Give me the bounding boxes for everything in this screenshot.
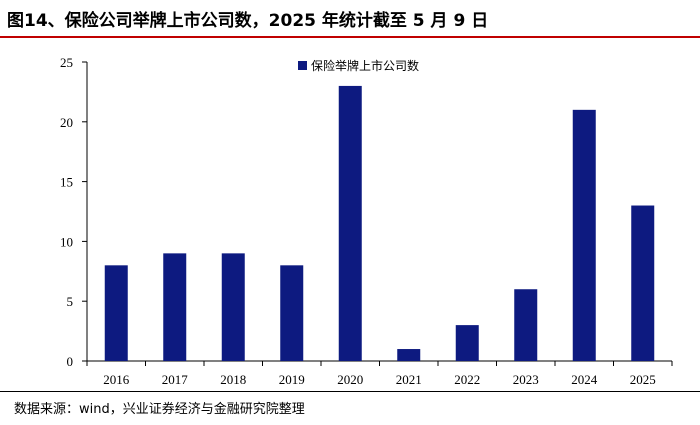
bar-2018 bbox=[221, 253, 245, 361]
x-tick-label: 2020 bbox=[337, 372, 363, 387]
y-tick-label: 0 bbox=[67, 354, 74, 369]
y-tick-label: 5 bbox=[67, 294, 74, 309]
source-note: 数据来源：wind，兴业证券经济与金融研究院整理 bbox=[14, 402, 305, 417]
source-divider bbox=[0, 391, 700, 392]
bar-2020 bbox=[338, 85, 362, 362]
y-tick-label: 25 bbox=[60, 55, 73, 70]
x-tick-label: 2019 bbox=[279, 372, 305, 387]
x-tick-label: 2024 bbox=[571, 372, 598, 387]
legend-swatch bbox=[298, 61, 307, 70]
title-divider bbox=[0, 36, 700, 38]
y-tick-label: 10 bbox=[60, 234, 73, 249]
x-tick-label: 2016 bbox=[103, 372, 130, 387]
x-tick-label: 2022 bbox=[454, 372, 480, 387]
bar-2019 bbox=[280, 265, 304, 361]
bar-2017 bbox=[163, 253, 187, 361]
y-tick-label: 20 bbox=[60, 115, 73, 130]
chart-area: 0 5 10 15 20 25 2016 2017 2018 2019 2020 2021 2022 20… bbox=[0, 38, 700, 388]
bar-2023 bbox=[514, 289, 538, 361]
bar-2024 bbox=[572, 109, 596, 361]
x-tick-label: 2021 bbox=[396, 372, 422, 387]
bar-2016 bbox=[104, 265, 128, 361]
x-tick-label: 2018 bbox=[220, 372, 246, 387]
figure-title: 图14、保险公司举牌上市公司数，2025 年统计截至 5 月 9 日 bbox=[7, 11, 489, 31]
x-tick-label: 2023 bbox=[513, 372, 539, 387]
legend-label: 保险举牌上市公司数 bbox=[311, 58, 419, 73]
bar-2022 bbox=[455, 325, 479, 361]
y-tick-label: 15 bbox=[60, 175, 73, 190]
x-tick-label: 2025 bbox=[630, 372, 656, 387]
bar-2025 bbox=[631, 205, 655, 361]
x-tick-label: 2017 bbox=[162, 372, 189, 387]
bar-2021 bbox=[397, 349, 421, 361]
